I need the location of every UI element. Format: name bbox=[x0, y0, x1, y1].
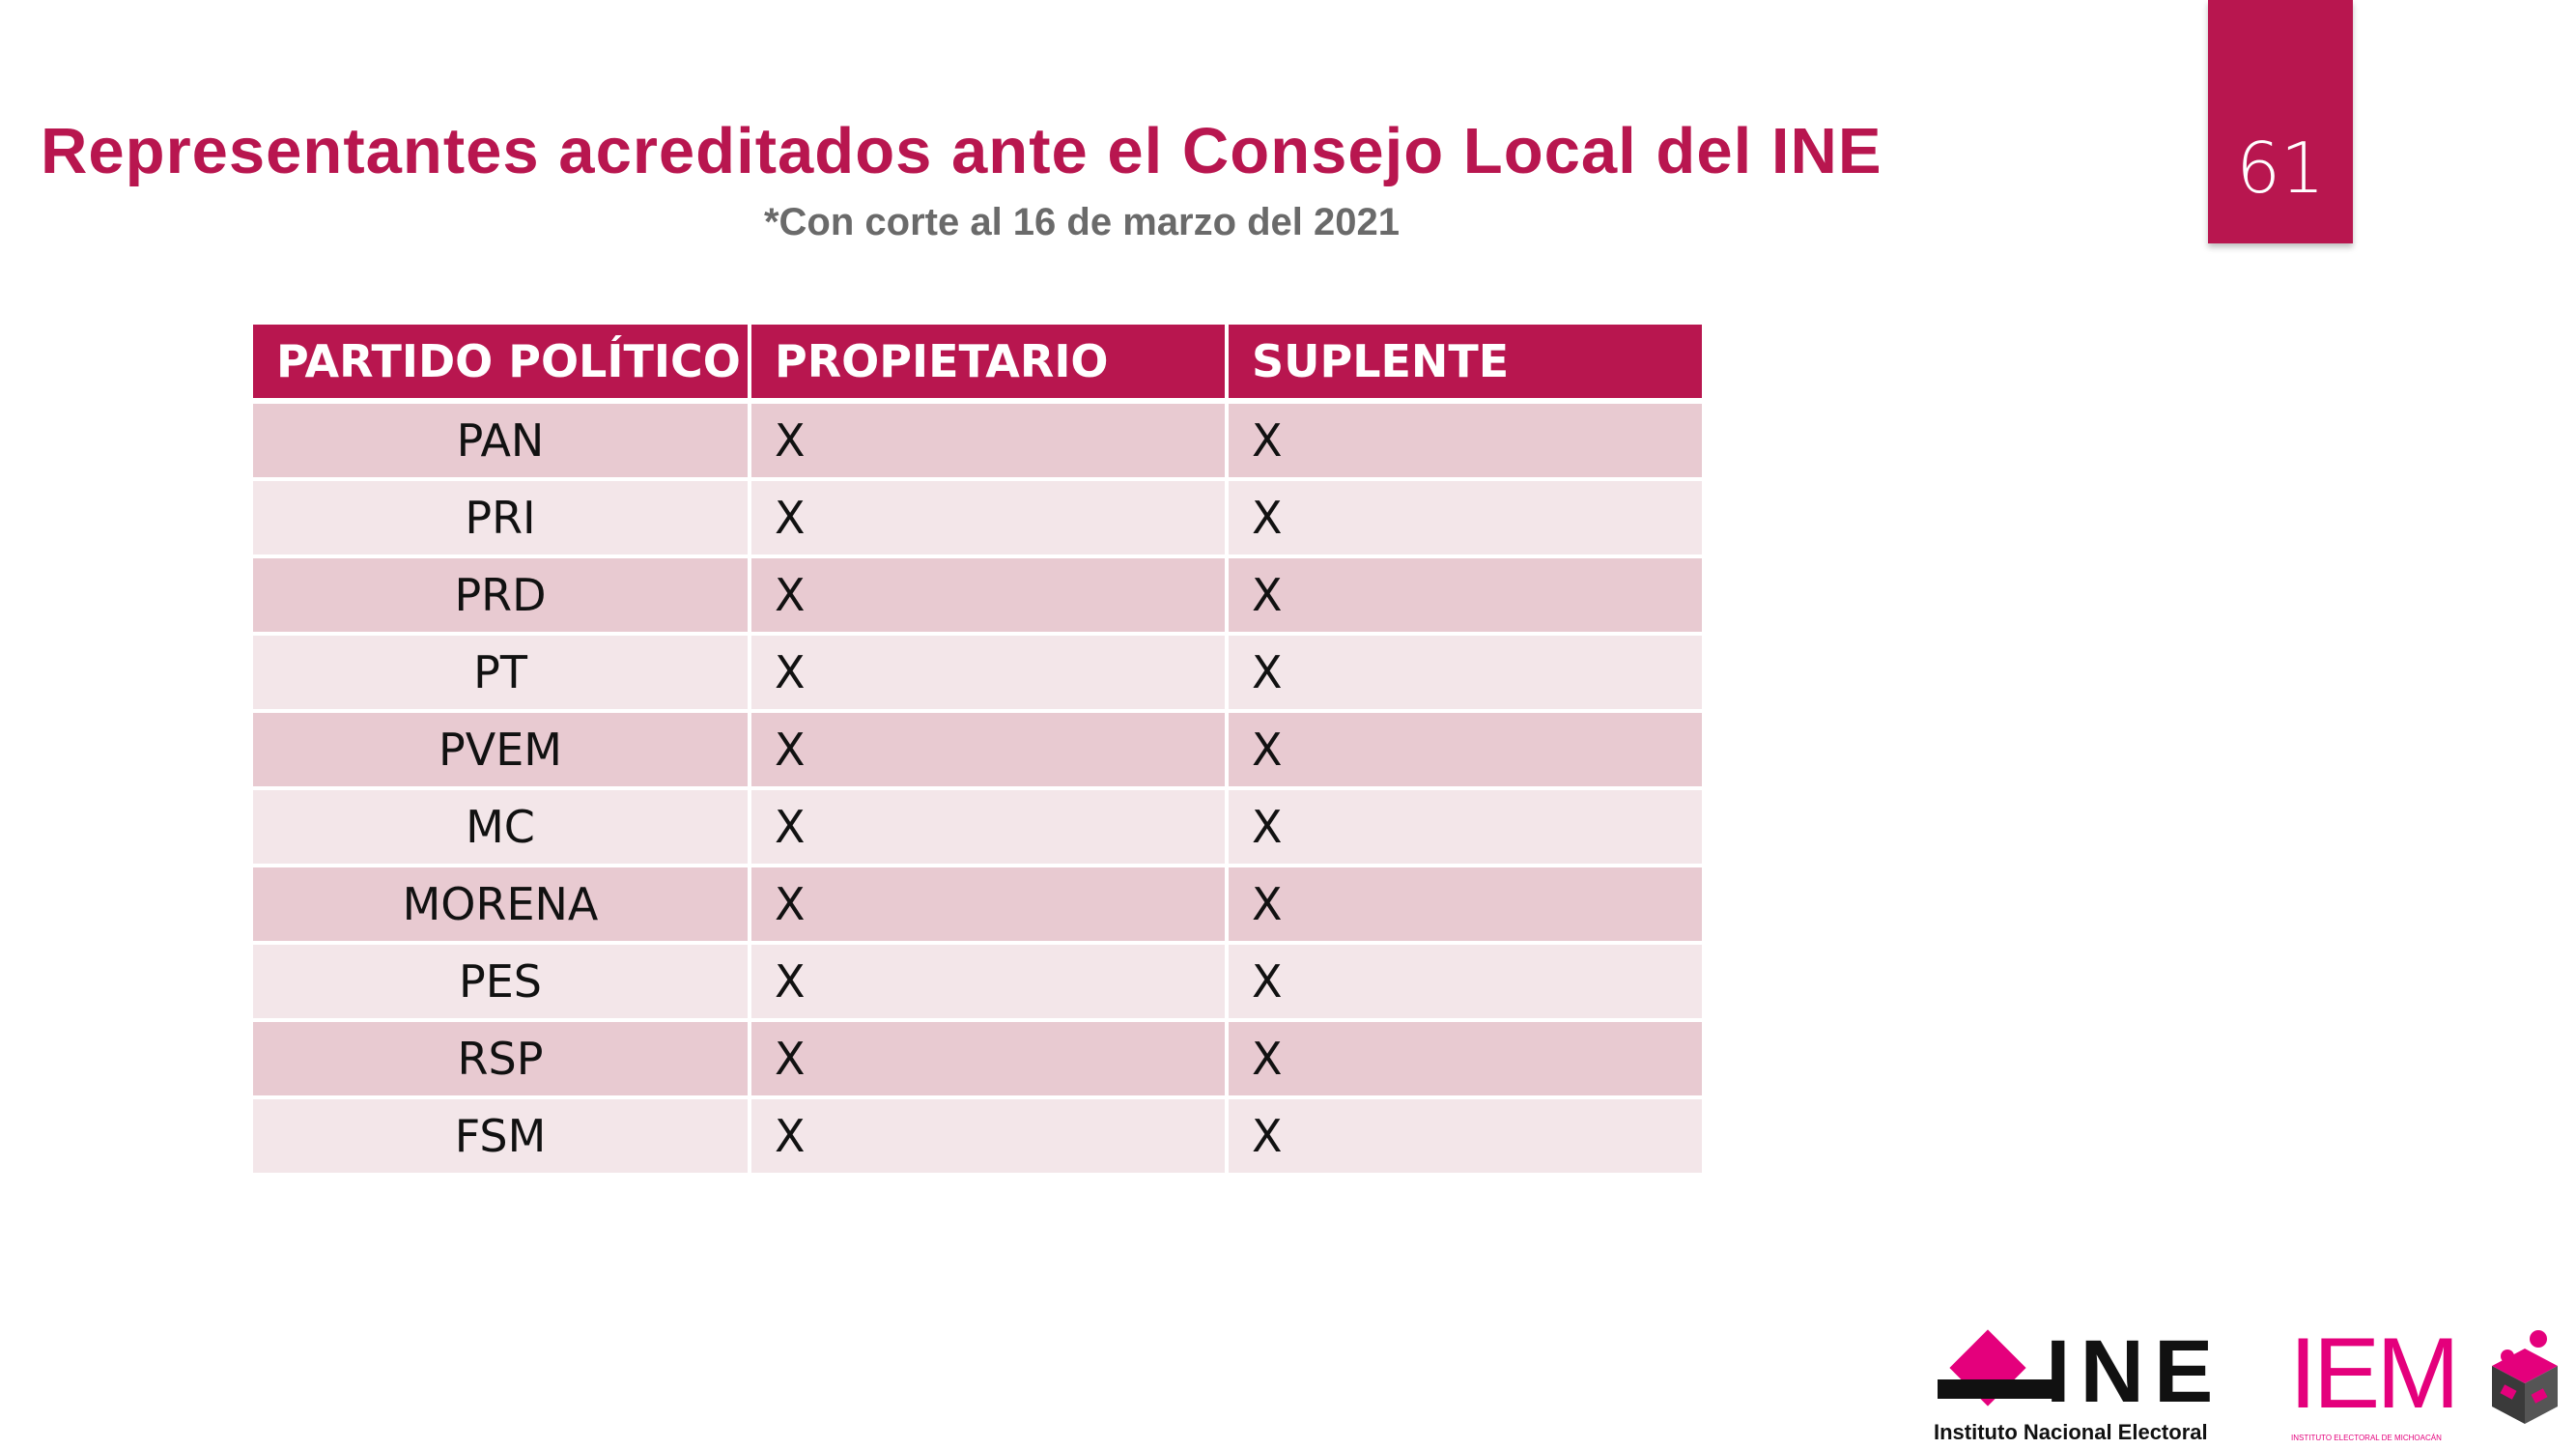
iem-logo: IEM INSTITUTO ELECTORAL DE MICHOACÁN bbox=[2289, 1318, 2569, 1449]
party-cell: PES bbox=[253, 945, 748, 1022]
suplente-cell: X bbox=[1229, 945, 1702, 1022]
table-row: PT X X bbox=[253, 636, 1702, 713]
propietario-cell: X bbox=[751, 481, 1225, 558]
page-number: 61 bbox=[2236, 128, 2325, 209]
page-number-badge: 61 bbox=[2208, 0, 2353, 243]
table-row: PAN X X bbox=[253, 404, 1702, 481]
iem-logo-letters: IEM bbox=[2289, 1318, 2460, 1430]
table-row: PVEM X X bbox=[253, 713, 1702, 790]
suplente-cell: X bbox=[1229, 867, 1702, 945]
table-row: PRD X X bbox=[253, 558, 1702, 636]
table-row: PES X X bbox=[253, 945, 1702, 1022]
ine-logo-letters: INE bbox=[2046, 1322, 2223, 1421]
party-cell: FSM bbox=[253, 1099, 748, 1177]
propietario-cell: X bbox=[751, 558, 1225, 636]
propietario-cell: X bbox=[751, 790, 1225, 867]
ballot-box-icon bbox=[2492, 1330, 2558, 1424]
party-cell: PT bbox=[253, 636, 748, 713]
suplente-cell: X bbox=[1229, 558, 1702, 636]
party-cell: MORENA bbox=[253, 867, 748, 945]
suplente-cell: X bbox=[1229, 790, 1702, 867]
suplente-cell: X bbox=[1229, 1022, 1702, 1099]
table-row: FSM X X bbox=[253, 1099, 1702, 1177]
suplente-cell: X bbox=[1229, 713, 1702, 790]
party-cell: PRD bbox=[253, 558, 748, 636]
page-title: Representantes acreditados ante el Conse… bbox=[41, 115, 1882, 187]
propietario-cell: X bbox=[751, 404, 1225, 481]
table-header-row: PARTIDO POLÍTICO PROPIETARIO SUPLENTE bbox=[253, 325, 1702, 404]
party-cell: PAN bbox=[253, 404, 748, 481]
column-header-propietario: PROPIETARIO bbox=[751, 325, 1225, 404]
suplente-cell: X bbox=[1229, 404, 1702, 481]
propietario-cell: X bbox=[751, 1022, 1225, 1099]
propietario-cell: X bbox=[751, 713, 1225, 790]
page-subtitle: *Con corte al 16 de marzo del 2021 bbox=[763, 201, 1401, 243]
ine-logo: INE Instituto Nacional Electoral bbox=[1932, 1323, 2260, 1449]
party-cell: PRI bbox=[253, 481, 748, 558]
column-header-suplente: SUPLENTE bbox=[1229, 325, 1702, 404]
column-header-party: PARTIDO POLÍTICO bbox=[253, 325, 748, 404]
ine-bar-icon bbox=[1938, 1379, 2053, 1399]
party-cell: MC bbox=[253, 790, 748, 867]
footer-logos: INE Instituto Nacional Electoral IEM INS… bbox=[1932, 1318, 2569, 1449]
iem-logo-caption: INSTITUTO ELECTORAL DE MICHOACÁN bbox=[2291, 1434, 2442, 1442]
table-row: MORENA X X bbox=[253, 867, 1702, 945]
propietario-cell: X bbox=[751, 867, 1225, 945]
suplente-cell: X bbox=[1229, 1099, 1702, 1177]
ine-logo-caption: Instituto Nacional Electoral bbox=[1934, 1420, 2208, 1444]
table-row: MC X X bbox=[253, 790, 1702, 867]
representatives-table: PARTIDO POLÍTICO PROPIETARIO SUPLENTE PA… bbox=[249, 325, 1706, 1177]
table-row: PRI X X bbox=[253, 481, 1702, 558]
propietario-cell: X bbox=[751, 636, 1225, 713]
table-row: RSP X X bbox=[253, 1022, 1702, 1099]
propietario-cell: X bbox=[751, 945, 1225, 1022]
suplente-cell: X bbox=[1229, 636, 1702, 713]
party-cell: RSP bbox=[253, 1022, 748, 1099]
suplente-cell: X bbox=[1229, 481, 1702, 558]
propietario-cell: X bbox=[751, 1099, 1225, 1177]
party-cell: PVEM bbox=[253, 713, 748, 790]
